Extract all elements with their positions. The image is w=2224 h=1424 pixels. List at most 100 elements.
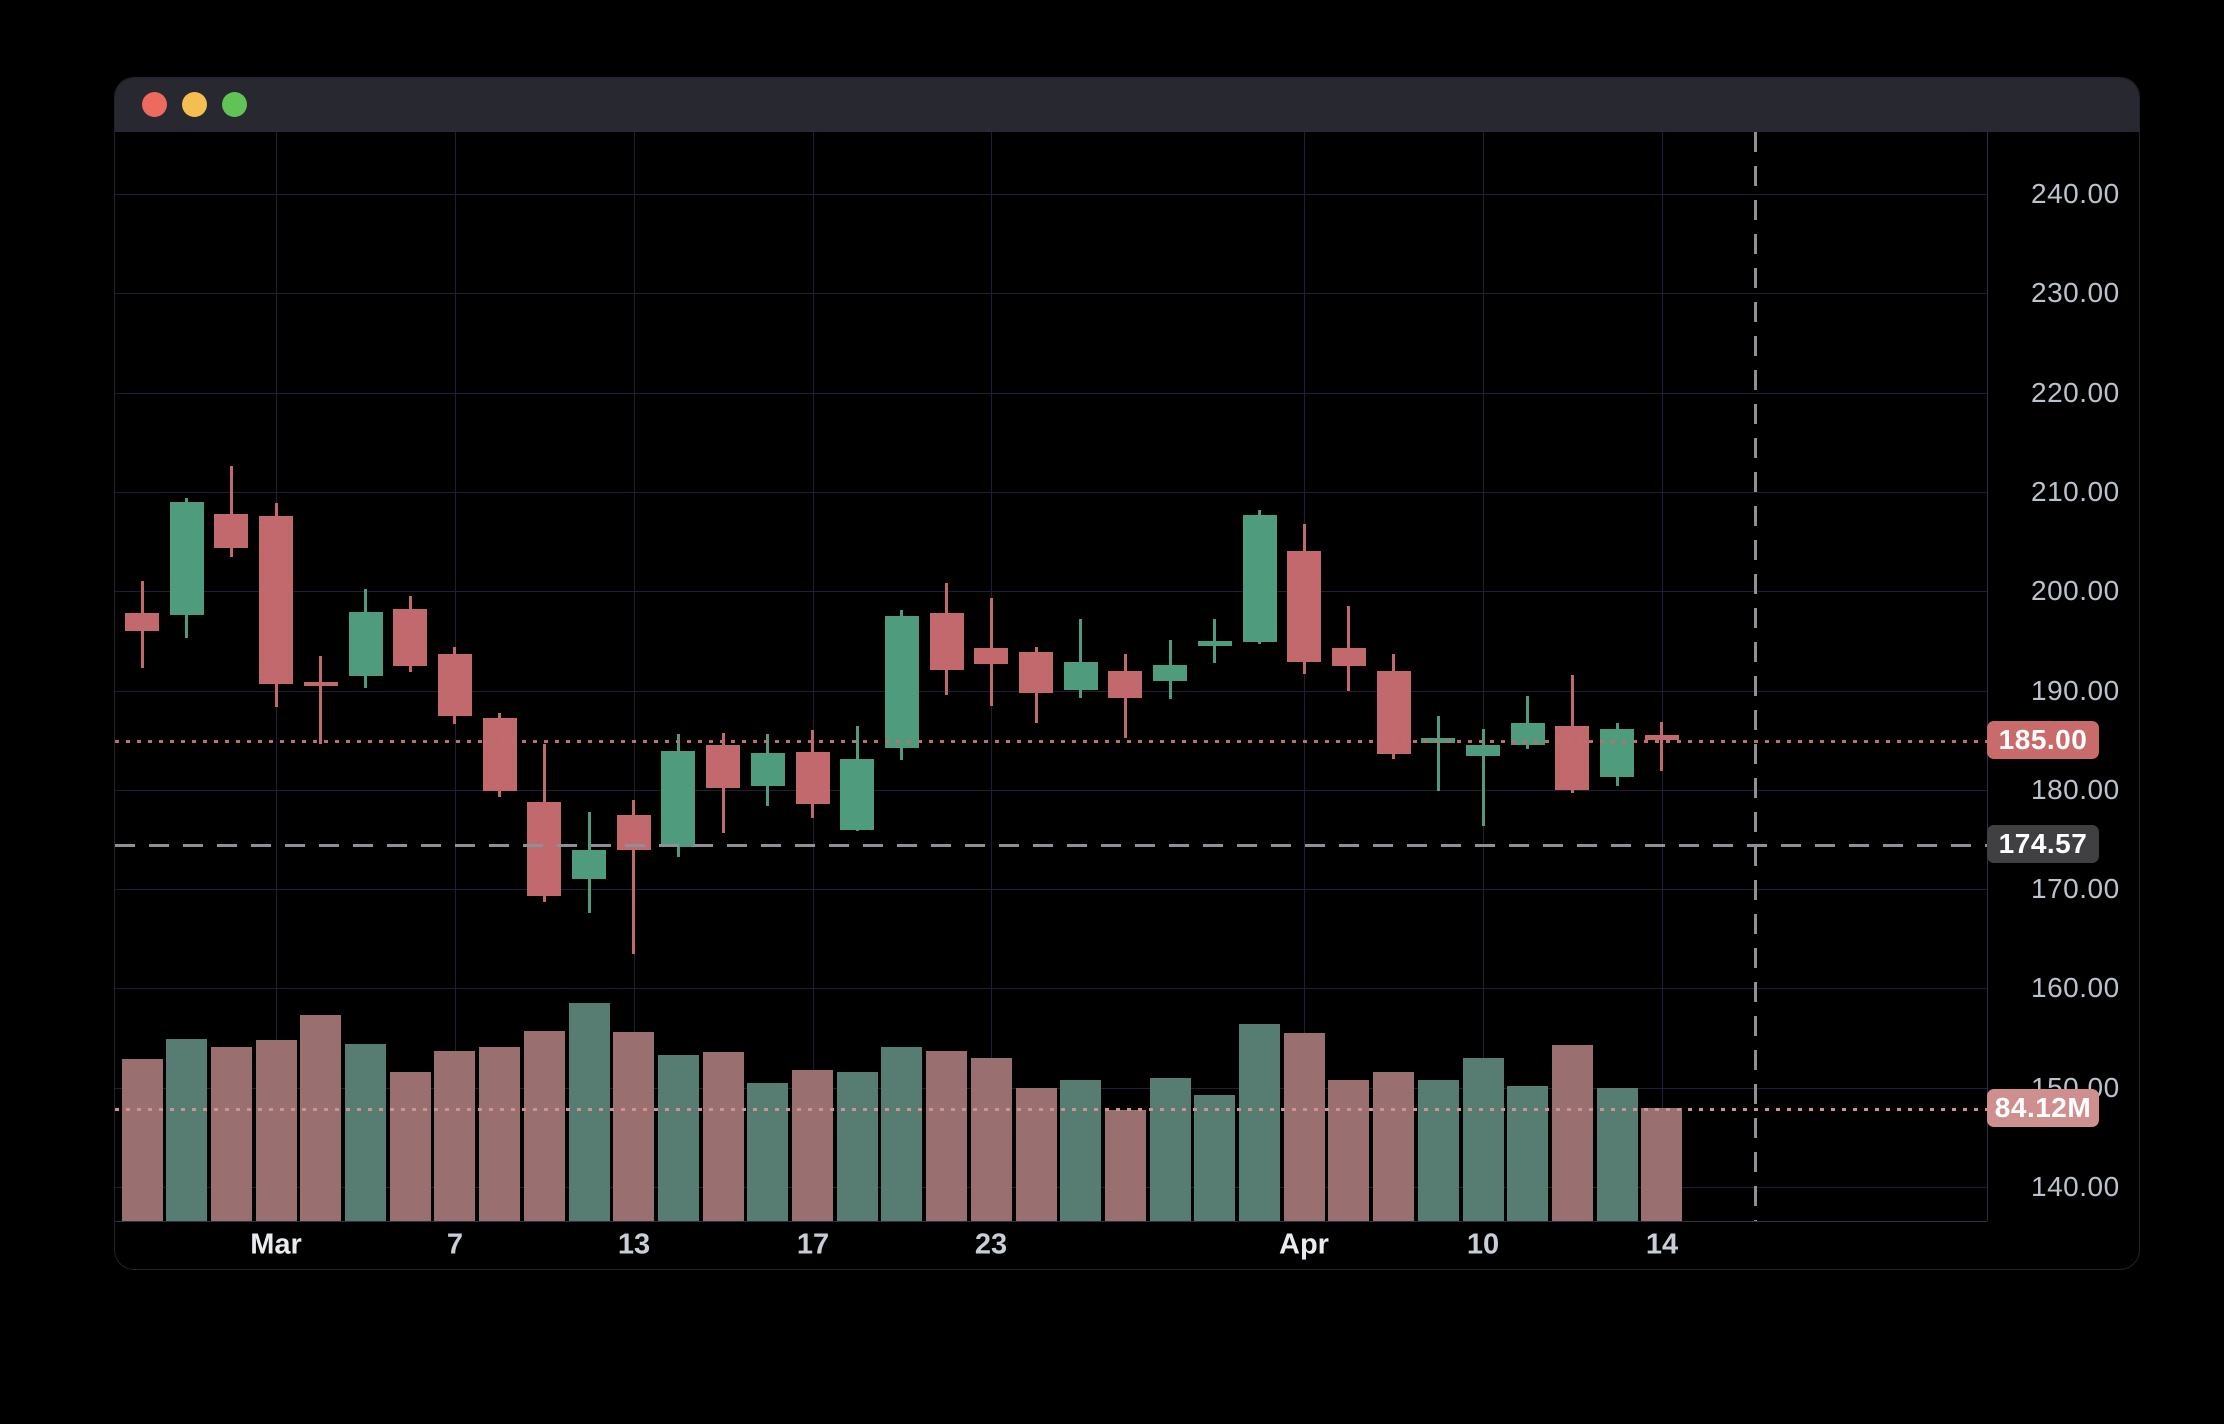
price-axis-label: 200.00 (2031, 575, 2120, 606)
volume-bar[interactable] (479, 1047, 520, 1221)
candle-body (1332, 648, 1366, 666)
volume-bar[interactable] (792, 1070, 833, 1221)
volume-bar[interactable] (211, 1047, 252, 1221)
candle-wick (319, 656, 322, 744)
price-gridline (115, 889, 1987, 890)
candle-wick (1482, 729, 1485, 826)
volume-bar[interactable] (658, 1055, 699, 1221)
volume-bar[interactable] (122, 1059, 163, 1221)
last-volume-badge: 84.12M (1987, 1089, 2099, 1127)
time-gridline (1662, 132, 1663, 1221)
candle-body (125, 613, 159, 631)
price-axis-label: 230.00 (2031, 277, 2120, 308)
candle-body (796, 752, 830, 804)
candle-body (483, 718, 517, 791)
candle-body (706, 745, 740, 788)
candle-body (1198, 641, 1232, 646)
candle-body (1511, 723, 1545, 745)
time-axis-label: 23 (974, 1228, 1008, 1261)
volume-bar[interactable] (1150, 1078, 1191, 1221)
crosshair-price-badge: 174.57 (1987, 825, 2099, 863)
volume-bar[interactable] (926, 1051, 967, 1221)
volume-bar[interactable] (1552, 1045, 1593, 1221)
volume-bar[interactable] (1239, 1024, 1280, 1221)
price-gridline (115, 293, 1987, 294)
price-axis-label: 240.00 (2031, 178, 2120, 209)
volume-bar[interactable] (703, 1052, 744, 1221)
volume-bar[interactable] (390, 1072, 431, 1221)
candle-body (1466, 745, 1500, 756)
time-axis-label: 17 (796, 1228, 830, 1261)
last-price-badge: 185.00 (1987, 721, 2099, 759)
volume-bar[interactable] (1463, 1058, 1504, 1221)
candle-body (1243, 515, 1277, 642)
candle-body (214, 514, 248, 548)
volume-bar[interactable] (1194, 1095, 1235, 1221)
volume-bar[interactable] (300, 1015, 341, 1221)
time-gridline (1304, 132, 1305, 1221)
zoom-button[interactable] (222, 92, 247, 117)
candle-body (974, 648, 1008, 664)
close-button[interactable] (142, 92, 167, 117)
candle-body (661, 751, 695, 847)
time-axis-label: 10 (1466, 1228, 1500, 1261)
candle-body (1064, 662, 1098, 690)
time-axis-label: 13 (617, 1228, 651, 1261)
price-axis-label: 170.00 (2031, 873, 2120, 904)
volume-bar[interactable] (1328, 1080, 1369, 1221)
candle-body (527, 802, 561, 896)
volume-bar[interactable] (434, 1051, 475, 1221)
volume-bar[interactable] (345, 1044, 386, 1221)
volume-bar[interactable] (1507, 1086, 1548, 1221)
candle-body (170, 502, 204, 615)
time-axis-label: 14 (1645, 1228, 1679, 1261)
volume-bar[interactable] (1060, 1080, 1101, 1221)
price-gridline (115, 194, 1987, 195)
volume-bar[interactable] (837, 1072, 878, 1221)
volume-bar[interactable] (1373, 1072, 1414, 1221)
volume-bar[interactable] (569, 1003, 610, 1221)
price-axis-label: 160.00 (2031, 972, 2120, 1003)
volume-bar[interactable] (1418, 1080, 1459, 1221)
volume-bar[interactable] (256, 1040, 297, 1221)
last-volume-line (115, 1108, 1987, 1111)
volume-bar[interactable] (971, 1058, 1012, 1221)
chart-app-window: 240.00 230.00 220.00 210.00 200.00 190.00 180.… (114, 77, 2140, 1270)
volume-bar[interactable] (1105, 1110, 1146, 1221)
candle-body (885, 616, 919, 748)
candle-body (1600, 729, 1634, 777)
crosshair-vertical-line (1754, 132, 1757, 1221)
time-axis-label: Apr (1279, 1228, 1329, 1261)
candle-body (1287, 551, 1321, 662)
price-axis-label: 140.00 (2031, 1171, 2120, 1202)
volume-bar[interactable] (881, 1047, 922, 1221)
candle-body (304, 682, 338, 686)
volume-bar[interactable] (1284, 1033, 1325, 1221)
candle-body (438, 654, 472, 716)
price-gridline (115, 492, 1987, 493)
time-gridline (1483, 132, 1484, 1221)
volume-bar[interactable] (166, 1039, 207, 1221)
candle-body (572, 850, 606, 879)
candle-body (1153, 665, 1187, 681)
candle-wick (1526, 696, 1529, 749)
candle-body (1555, 726, 1589, 790)
candlestick-chart[interactable]: 240.00 230.00 220.00 210.00 200.00 190.00 180.… (115, 132, 2139, 1269)
candle-body (840, 759, 874, 830)
price-axis-label: 180.00 (2031, 774, 2120, 805)
time-axis-border (115, 1221, 1987, 1222)
price-axis-label: 220.00 (2031, 377, 2120, 408)
volume-bar[interactable] (524, 1031, 565, 1221)
volume-bar[interactable] (747, 1083, 788, 1221)
window-titlebar[interactable] (115, 78, 2139, 132)
volume-bar[interactable] (1641, 1108, 1682, 1221)
last-price-line (115, 740, 1987, 743)
minimize-button[interactable] (182, 92, 207, 117)
time-gridline (634, 132, 635, 1221)
candle-wick (1660, 722, 1663, 771)
price-gridline (115, 393, 1987, 394)
candle-wick (1437, 716, 1440, 791)
candle-body (1108, 671, 1142, 698)
volume-bar[interactable] (613, 1032, 654, 1221)
